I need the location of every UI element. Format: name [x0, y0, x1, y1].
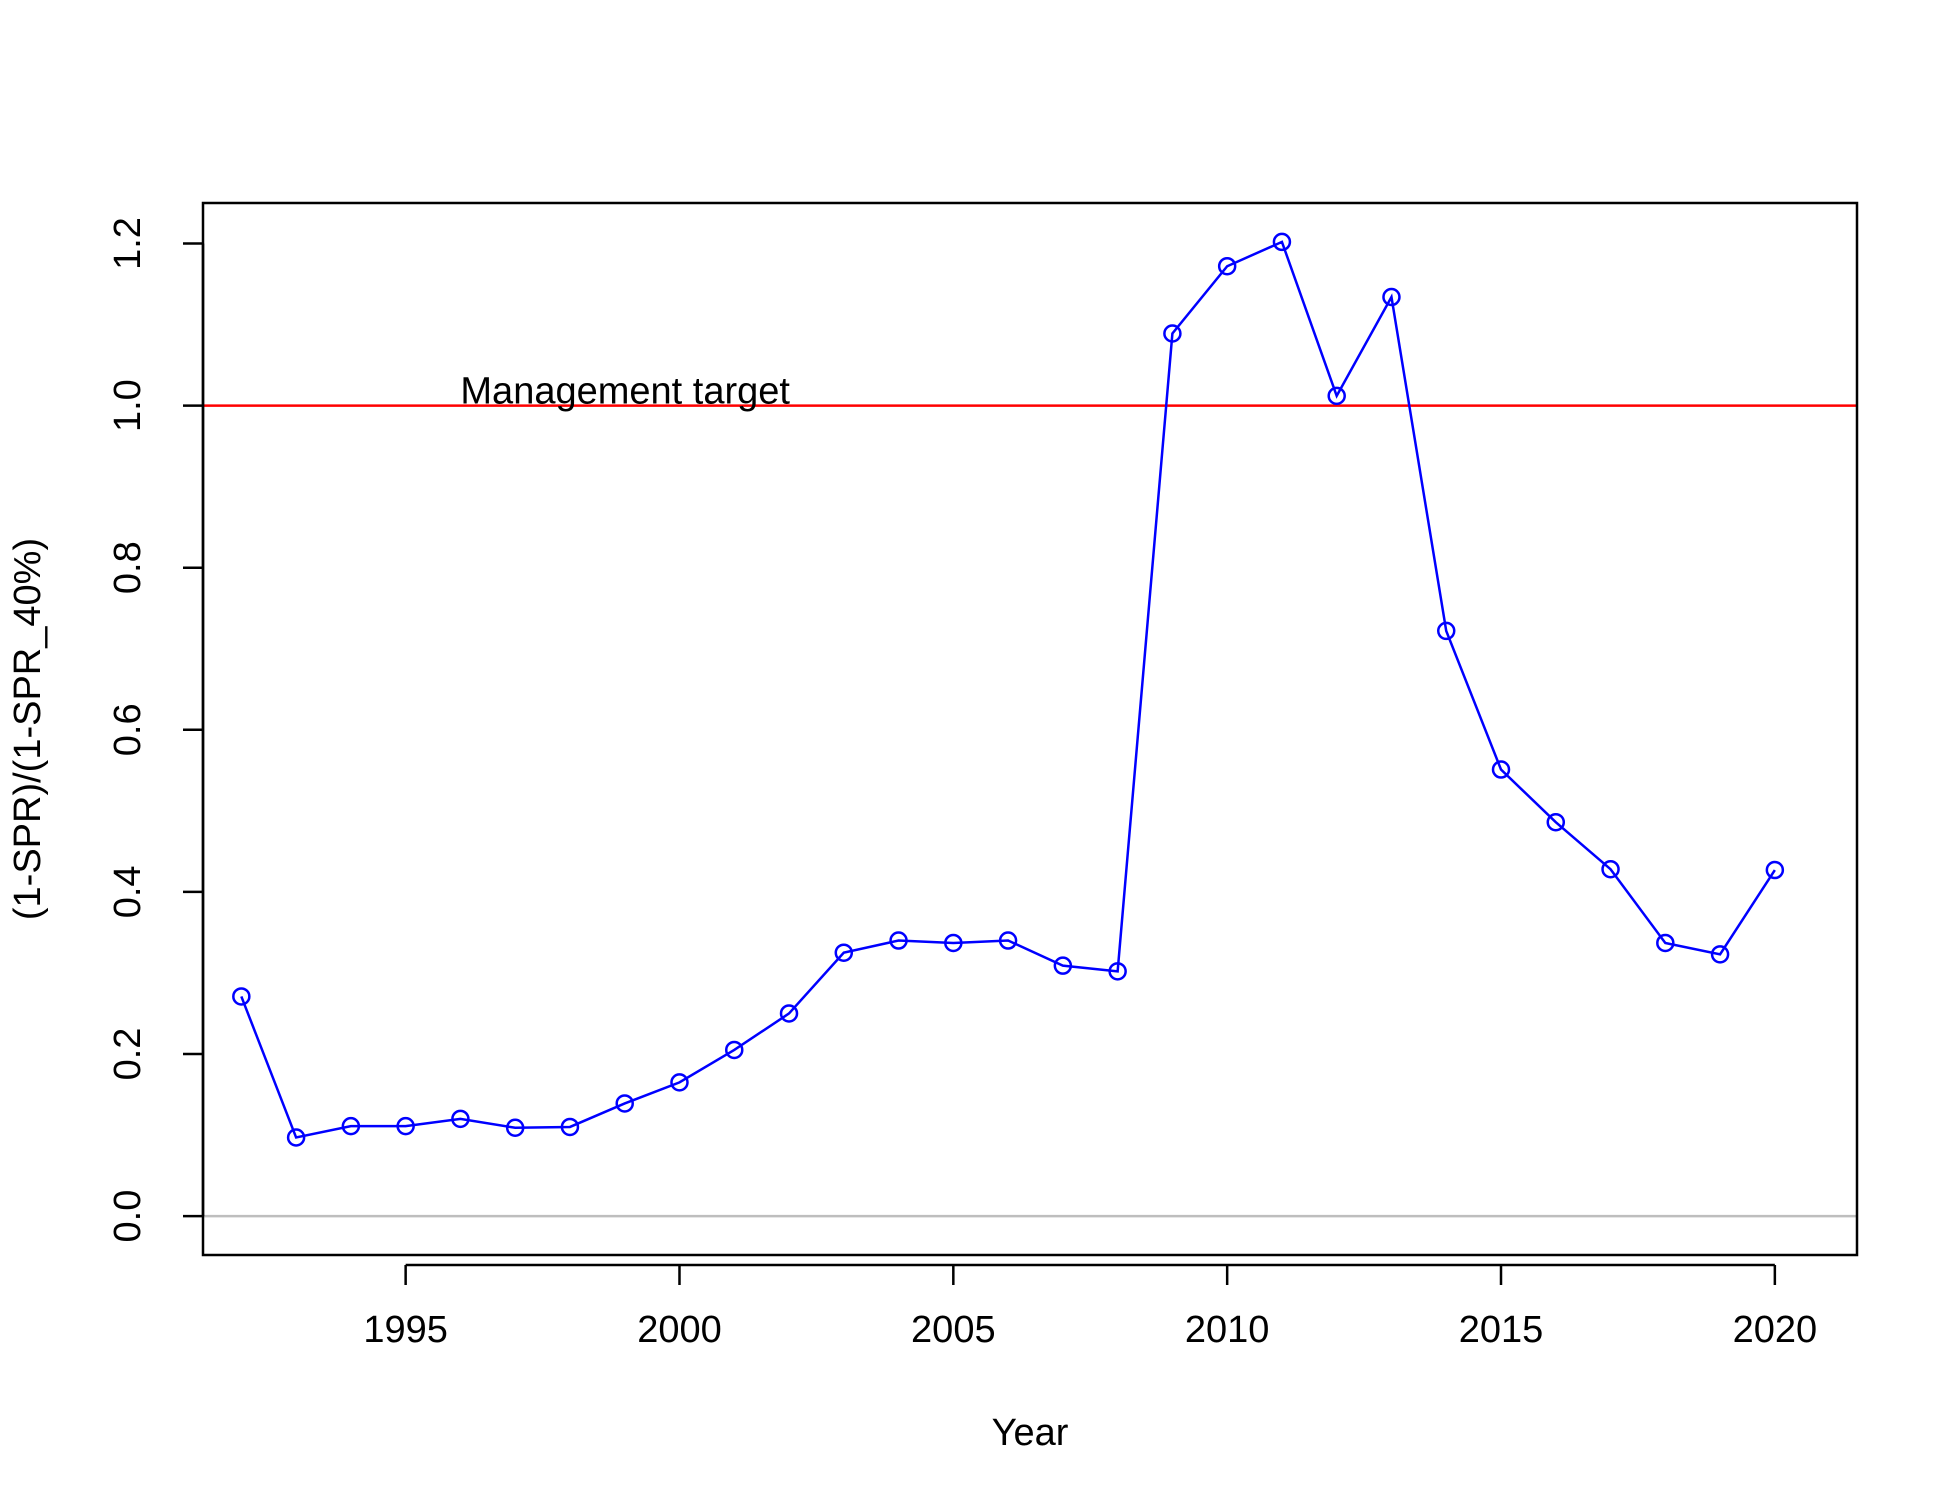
x-tick-label: 2000: [637, 1309, 722, 1351]
y-tick-label: 0.6: [107, 703, 149, 756]
data-point: [451, 1109, 470, 1129]
data-point: [286, 1128, 306, 1147]
data-point: [725, 1040, 744, 1060]
y-tick-label: 1.2: [107, 217, 149, 270]
data-point: [560, 1117, 580, 1137]
data-point: [1053, 956, 1073, 975]
y-axis-label: (1-SPR)/(1-SPR_40%): [7, 538, 49, 920]
series-layer: [232, 232, 1785, 1147]
y-tick-label: 1.0: [107, 379, 149, 432]
data-point: [505, 1118, 525, 1138]
data-point: [1491, 760, 1511, 779]
x-axis-label: Year: [992, 1412, 1069, 1454]
data-point: [396, 1116, 415, 1136]
data-point: [1272, 232, 1292, 252]
reference-line-label: Management target: [460, 371, 790, 413]
series-line: [240, 240, 1776, 1139]
y-tick-label: 0.8: [107, 541, 149, 594]
data-point: [1765, 860, 1785, 880]
reference-lines: [203, 404, 1857, 1218]
data-point: [1546, 812, 1566, 832]
data-point: [834, 943, 854, 962]
y-tick-label: 0.4: [107, 865, 149, 918]
data-point: [1436, 621, 1456, 641]
data-point: [670, 1073, 689, 1092]
data-point: [615, 1094, 634, 1113]
data-point: [232, 987, 251, 1006]
data-point: [1217, 256, 1237, 276]
x-axis: 1995 2000 2005 2010 2015 2020: [363, 1263, 1818, 1351]
data-point: [341, 1116, 361, 1136]
data-point: [1710, 945, 1730, 964]
x-tick-label: 1995: [363, 1309, 448, 1351]
data-point: [1601, 859, 1620, 879]
y-axis: 0.0 0.2 0.4 0.6 0.8 1.0 1.2: [107, 217, 205, 1243]
data-point: [779, 1004, 799, 1023]
x-tick-label: 2010: [1185, 1309, 1270, 1351]
data-point: [1108, 962, 1127, 981]
data-point: [889, 931, 908, 950]
data-point: [998, 931, 1018, 950]
data-point: [1163, 324, 1182, 343]
data-point: [944, 933, 963, 953]
data-point: [1656, 933, 1675, 953]
x-tick-label: 2005: [911, 1309, 996, 1351]
data-point: [1327, 386, 1346, 406]
x-tick-label: 2020: [1733, 1309, 1818, 1351]
y-tick-label: 0.0: [107, 1190, 149, 1243]
y-tick-label: 0.2: [107, 1028, 149, 1081]
x-tick-label: 2015: [1459, 1309, 1544, 1351]
data-point: [1382, 287, 1401, 307]
